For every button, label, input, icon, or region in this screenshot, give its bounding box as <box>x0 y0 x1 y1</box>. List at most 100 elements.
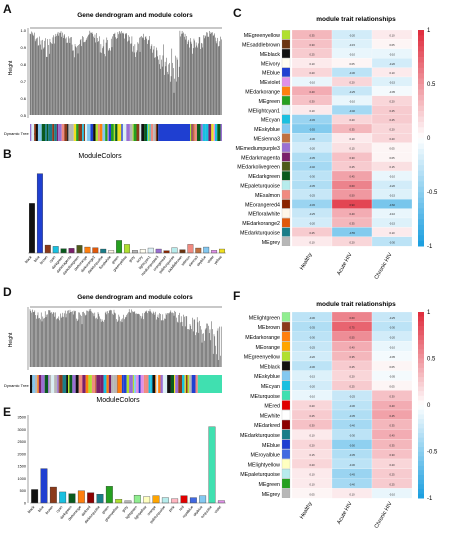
panel-c-title: module trait relationships <box>316 16 396 23</box>
cell-value: 0.35 <box>349 355 355 359</box>
row-label: MEdarkolivegreen <box>237 165 280 171</box>
xtick-label: skyblue <box>196 255 207 267</box>
cell-value: 0.30 <box>309 99 315 103</box>
cell-value: 0.25 <box>389 473 395 477</box>
strip-segment <box>111 375 114 393</box>
colorscale-step <box>418 442 424 448</box>
panel-e-ytick: 2500 <box>18 440 26 444</box>
cell-value: 0.15 <box>309 453 315 457</box>
cell-value: 0.10 <box>349 137 355 141</box>
row-swatch <box>281 361 291 371</box>
strip-segment <box>117 124 122 141</box>
strip-segment <box>37 375 39 393</box>
cell-value: -0.10 <box>389 345 395 349</box>
cell-value: 0.60 <box>349 316 355 320</box>
cell-value: 0.25 <box>389 118 395 122</box>
strip-segment <box>133 124 137 141</box>
colorscale-step <box>418 423 424 429</box>
strip-segment <box>57 375 59 393</box>
strip-segment <box>134 375 137 393</box>
row-swatch <box>281 58 291 68</box>
panel-a-ytick: 0.6 <box>20 96 26 101</box>
panel-d-dendrogram: Gene dendrogram and module colors Height… <box>4 294 222 404</box>
row-swatch <box>281 449 291 459</box>
panel-a-ytick: 0.5 <box>20 113 26 118</box>
bar-cyan <box>59 491 67 504</box>
panel-e-ytick: 1000 <box>18 477 26 481</box>
cell-value: -0.40 <box>309 165 315 169</box>
strip-segment <box>32 375 35 393</box>
colorscale-step <box>418 479 424 485</box>
colorscale-step <box>418 219 424 225</box>
row-label: MEviolet <box>260 80 281 86</box>
panel-d-title: Gene dendrogram and module colors <box>77 294 193 301</box>
xtick-label: ivory <box>136 255 144 264</box>
heatmap-cell <box>371 488 413 499</box>
cell-value: -0.30 <box>309 316 315 320</box>
cell-value: -0.10 <box>349 99 355 103</box>
cell-value: -0.20 <box>309 146 315 150</box>
strip-segment <box>138 375 141 393</box>
strip-segment <box>111 124 114 141</box>
strip-segment <box>162 375 165 393</box>
cell-value: -0.25 <box>349 394 355 398</box>
colorscale-step <box>418 377 424 383</box>
colorscale-step <box>418 344 424 350</box>
strip-segment <box>108 375 112 393</box>
colorscale-step <box>418 62 424 69</box>
cell-value: 0.35 <box>349 128 355 132</box>
strip-segment <box>140 375 144 393</box>
colorscale-step <box>418 330 424 336</box>
strip-segment <box>126 124 130 141</box>
row-label: MEdarkgreen <box>248 174 280 180</box>
bar-darkolivegreen <box>76 245 83 254</box>
panel-f-colorscale: 1 0.5 0 -0.5 -1 <box>418 310 438 502</box>
row-swatch <box>281 478 291 489</box>
bar-violet <box>217 500 225 504</box>
strip-segment <box>90 124 94 141</box>
colorscale-step <box>418 30 424 36</box>
cell-value: 0.05 <box>349 62 355 66</box>
cell-value: 0.30 <box>389 394 395 398</box>
colorscale-step <box>418 414 424 420</box>
colorscale-step <box>418 358 424 364</box>
row-label: MEdarkorange <box>245 335 280 341</box>
row-label: MEgreenyellow <box>244 355 280 361</box>
colorscale-step <box>418 465 424 471</box>
cell-value: 0.35 <box>389 424 395 428</box>
strip-segment <box>49 375 52 393</box>
cell-value: 0.05 <box>389 156 395 160</box>
panel-a-title: Gene dendrogram and module colors <box>77 12 193 19</box>
xtick-label: pink <box>168 505 175 513</box>
panel-d-tree <box>27 306 222 370</box>
panel-a-tree <box>29 27 222 115</box>
strip-segment <box>52 124 55 141</box>
bar-cyan <box>52 246 59 254</box>
colorscale-step <box>418 67 424 74</box>
colorscale-step <box>418 353 424 359</box>
row-label: MEdarkturquoise <box>240 433 280 439</box>
cell-value: -0.30 <box>309 137 315 141</box>
cell-value: 0.20 <box>349 240 355 244</box>
colorscale-step <box>418 419 424 425</box>
bar-darkorange <box>84 246 91 254</box>
cell-value: -0.05 <box>389 375 395 379</box>
panel-a-ytick: 0.9 <box>20 45 26 50</box>
colorscale-tick: 1 <box>427 310 431 316</box>
strip-segment <box>61 124 65 141</box>
cell-value: 0.30 <box>349 156 355 160</box>
row-swatch <box>281 39 291 49</box>
row-label: MElightgreen <box>249 315 280 321</box>
bar-darkturquoise <box>100 248 107 254</box>
row-label: MEgreen <box>259 482 281 488</box>
colorscale-step <box>418 451 424 457</box>
row-label: MEivory <box>261 61 280 67</box>
cell-value: 0.20 <box>309 443 315 447</box>
strip-segment <box>148 124 150 141</box>
row-swatch <box>281 95 291 105</box>
row-label: MEblue <box>262 71 280 77</box>
strip-segment <box>91 375 96 393</box>
cell-value: -0.10 <box>349 52 355 56</box>
xtick-label: blue <box>33 255 40 263</box>
cell-value: -0.40 <box>349 424 355 428</box>
